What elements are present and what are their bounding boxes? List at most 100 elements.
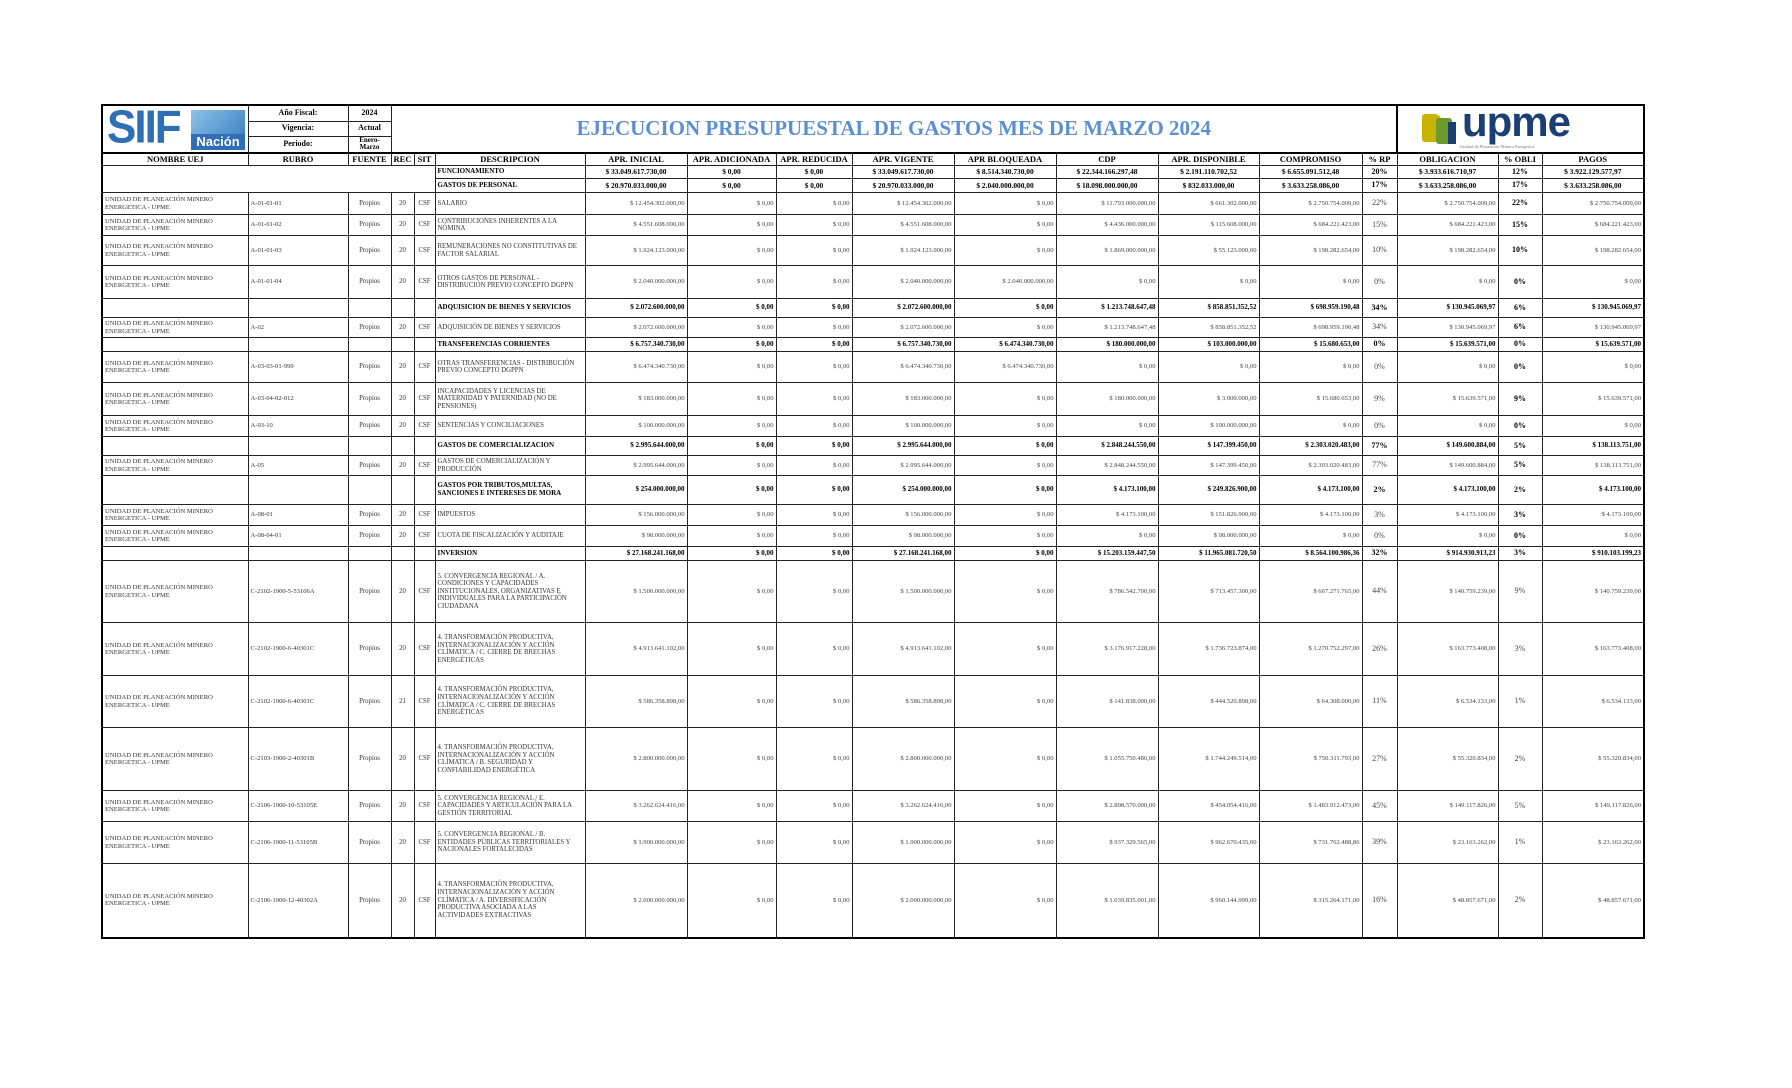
uej-name: UNIDAD DE PLANEACIÓN MINERO ENERGETICA -… xyxy=(101,821,249,865)
apr-adicionada: $ 0,00 xyxy=(686,821,777,865)
rubro: A-01-01-01 xyxy=(247,192,349,216)
rec: 20 xyxy=(390,192,415,216)
obligacion: $ 0,00 xyxy=(1396,265,1499,300)
apr-inicial: $ 33.049.617.730,00 xyxy=(584,165,688,180)
obligacion: $ 4.173.100,00 xyxy=(1396,475,1499,506)
obligacion: $ 0,00 xyxy=(1396,415,1499,438)
fuente xyxy=(347,436,392,457)
apr-vigente: $ 2.072.600.000,00 xyxy=(851,317,955,339)
apr-adicionada: $ 0,00 xyxy=(686,351,777,384)
obligacion: $ 23.163.262,00 xyxy=(1396,821,1499,865)
rec: 20 xyxy=(390,622,415,677)
pagos: $ 2.750.754.009,00 xyxy=(1541,192,1645,216)
rec: 20 xyxy=(390,525,415,548)
apr-adicionada: $ 0,00 xyxy=(686,546,777,562)
column-header: APR. REDUCIDA xyxy=(775,152,853,167)
apr-reducida: $ 0,00 xyxy=(775,455,853,477)
apr-reducida: $ 0,00 xyxy=(775,504,853,527)
pct-rp: 0% xyxy=(1361,525,1398,548)
sit: CSF xyxy=(413,863,436,939)
apr-inicial: $ 2.000.000.000,00 xyxy=(584,863,688,939)
apr-bloqueada: $ 2.040.000.000,00 xyxy=(953,178,1057,194)
periodo-label: Periodo: xyxy=(247,135,349,154)
rubro: A-01-01-03 xyxy=(247,235,349,267)
apr-vigente: $ 2.800.000.000,00 xyxy=(851,727,955,792)
apr-adicionada: $ 0,00 xyxy=(686,504,777,527)
descripcion: INVERSION xyxy=(434,546,586,562)
compromiso: $ 15.680.653,00 xyxy=(1258,382,1363,417)
pagos: $ 910.103.199,23 xyxy=(1541,546,1645,562)
obligacion: $ 48.857.671,00 xyxy=(1396,863,1499,939)
apr-inicial: $ 1.900.000.000,00 xyxy=(584,821,688,865)
apr-vigente: $ 33.049.617.730,00 xyxy=(851,165,955,180)
apr-vigente: $ 1.900.000.000,00 xyxy=(851,821,955,865)
pagos: $ 130.945.069,97 xyxy=(1541,298,1645,319)
rec xyxy=(390,546,415,562)
fuente: Propios xyxy=(347,727,392,792)
apr-disponible: $ 151.826.900,00 xyxy=(1157,504,1260,527)
rec xyxy=(390,436,415,457)
column-header: APR. DISPONIBLE xyxy=(1157,152,1260,167)
table-row: UNIDAD DE PLANEACIÓN MINERO ENERGETICA -… xyxy=(101,622,1645,677)
apr-reducida: $ 0,00 xyxy=(775,382,853,417)
compromiso: $ 2.750.754.009,00 xyxy=(1258,192,1363,216)
apr-adicionada: $ 0,00 xyxy=(686,675,777,729)
apr-vigente: $ 2.000.000.000,00 xyxy=(851,863,955,939)
apr-bloqueada: $ 0,00 xyxy=(953,475,1057,506)
fuente: Propios xyxy=(347,382,392,417)
sit: CSF xyxy=(413,415,436,438)
rec: 20 xyxy=(390,382,415,417)
rubro: A-08-04-01 xyxy=(247,525,349,548)
rubro: C-2106-1900-11-53105B xyxy=(247,821,349,865)
rec: 20 xyxy=(390,560,415,624)
cdp: $ 2.848.244.550,00 xyxy=(1055,455,1159,477)
apr-inicial: $ 2.072.600.000,00 xyxy=(584,298,688,319)
pct-obli: 6% xyxy=(1497,298,1543,319)
pct-obli: 3% xyxy=(1497,504,1543,527)
pct-obli: 0% xyxy=(1497,525,1543,548)
sit xyxy=(413,436,436,457)
periodo-value: Enero-Marzo xyxy=(347,135,392,154)
uej-name: UNIDAD DE PLANEACIÓN MINERO ENERGETICA -… xyxy=(101,317,249,339)
fiscal-year-value: 2024 xyxy=(347,104,392,122)
rubro: C-2106-1900-10-53105E xyxy=(247,790,349,823)
uej-name: UNIDAD DE PLANEACIÓN MINERO ENERGETICA -… xyxy=(101,622,249,677)
obligacion: $ 140.759.239,00 xyxy=(1396,560,1499,624)
compromiso: $ 0,00 xyxy=(1258,265,1363,300)
apr-bloqueada: $ 6.474.340.730,00 xyxy=(953,351,1057,384)
table-row: UNIDAD DE PLANEACIÓN MINERO ENERGETICA -… xyxy=(101,525,1645,548)
pct-obli: 1% xyxy=(1497,675,1543,729)
sit: CSF xyxy=(413,317,436,339)
descripcion: CUOTA DE FISCALIZACIÓN Y AUDITAJE xyxy=(434,525,586,548)
uej-name xyxy=(101,546,249,562)
apr-bloqueada: $ 8.514.340.730,00 xyxy=(953,165,1057,180)
pct-obli: 12% xyxy=(1497,165,1543,180)
compromiso: $ 698.959.190,48 xyxy=(1258,317,1363,339)
cdp: $ 15.203.159.447,50 xyxy=(1055,546,1159,562)
apr-reducida: $ 0,00 xyxy=(775,351,853,384)
pagos: $ 4.173.100,00 xyxy=(1541,504,1645,527)
compromiso: $ 684.221.423,00 xyxy=(1258,214,1363,237)
column-header: % RP xyxy=(1361,152,1398,167)
pct-rp: 17% xyxy=(1361,178,1398,194)
pct-rp: 27% xyxy=(1361,727,1398,792)
apr-bloqueada: $ 2.040.000.000,00 xyxy=(953,265,1057,300)
apr-inicial: $ 3.262.624.416,00 xyxy=(584,790,688,823)
pct-obli: 17% xyxy=(1497,178,1543,194)
apr-adicionada: $ 0,00 xyxy=(686,560,777,624)
blank-cell xyxy=(101,165,436,194)
rec: 20 xyxy=(390,351,415,384)
apr-vigente: $ 254.000.000,00 xyxy=(851,475,955,506)
descripcion: GASTOS DE COMERCIALIZACION xyxy=(434,436,586,457)
apr-adicionada: $ 0,00 xyxy=(686,192,777,216)
apr-vigente: $ 1.500.000.000,00 xyxy=(851,560,955,624)
pct-rp: 34% xyxy=(1361,298,1398,319)
apr-reducida: $ 0,00 xyxy=(775,436,853,457)
apr-disponible: $ 1.736.723.874,00 xyxy=(1157,622,1260,677)
apr-disponible: $ 98.000.000,00 xyxy=(1157,525,1260,548)
cdp: $ 786.542.700,00 xyxy=(1055,560,1159,624)
rec xyxy=(390,337,415,353)
rubro: A-03-04-02-012 xyxy=(247,382,349,417)
apr-inicial: $ 2.040.000.000,00 xyxy=(584,265,688,300)
apr-inicial: $ 2.995.644.000,00 xyxy=(584,455,688,477)
